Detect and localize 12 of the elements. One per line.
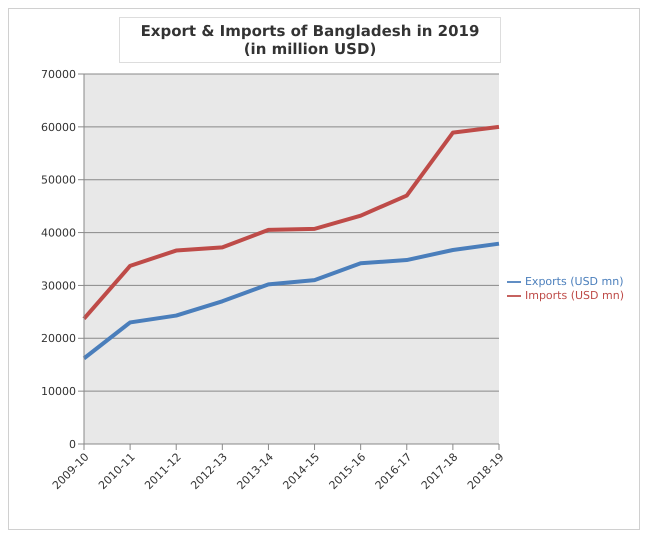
chart-title: Export & Imports of Bangladesh in 2019 — [140, 22, 480, 40]
y-tick-label: 10000 — [41, 385, 76, 398]
legend-label: Exports (USD mn) — [524, 275, 624, 288]
y-tick-label: 40000 — [41, 226, 76, 240]
legend-label: Imports (USD mn) — [524, 289, 624, 302]
chart-subtitle: (in million USD) — [242, 40, 378, 58]
y-tick-label: 70000 — [41, 68, 76, 81]
y-tick-label: 30000 — [41, 279, 76, 292]
y-tick-label: 60000 — [41, 120, 76, 134]
y-tick-label: 0 — [69, 438, 76, 451]
y-tick-label: 50000 — [41, 174, 76, 187]
y-tick-label: 20000 — [41, 332, 76, 346]
